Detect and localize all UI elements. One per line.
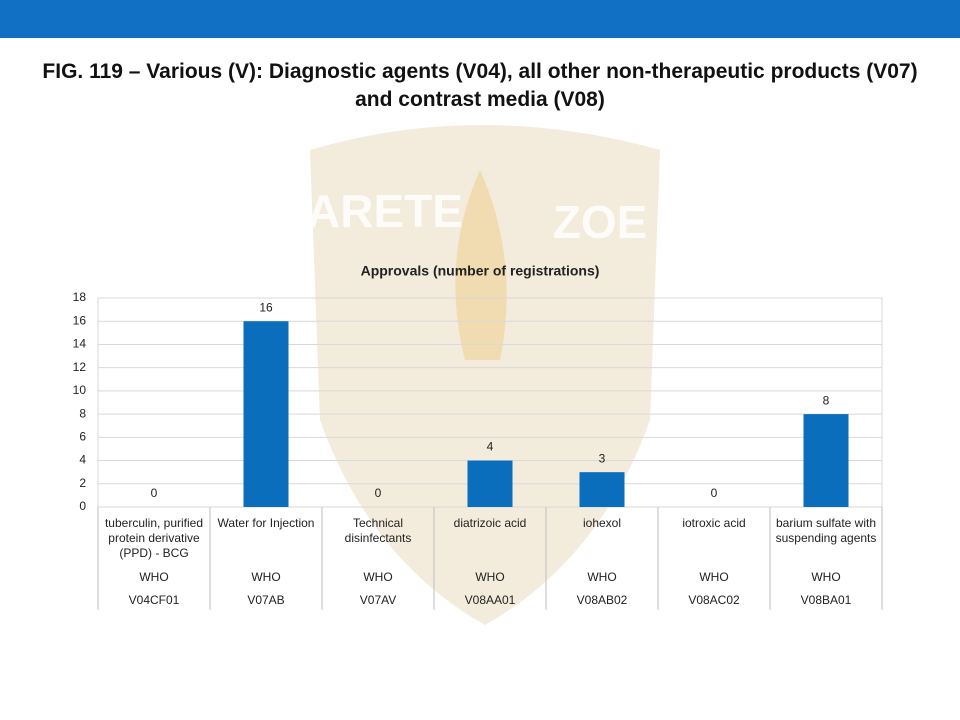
x-group-label: V04CF01 (128, 593, 180, 607)
x-group-label: WHO (475, 570, 505, 584)
y-tick-label: 6 (79, 430, 86, 444)
x-group-label: V08AB02 (576, 593, 628, 607)
bar (467, 460, 513, 507)
value-label: 16 (259, 300, 273, 314)
x-tick-label: iohexol (582, 516, 622, 530)
watermark-flame (455, 170, 507, 360)
x-group-label: WHO (811, 570, 841, 584)
bar (803, 414, 849, 507)
watermark-text: ARETE (307, 185, 463, 237)
value-label: 4 (487, 440, 494, 454)
slide-title: FIG. 119 – Various (V): Diagnostic agent… (42, 60, 918, 111)
x-tick-label: tuberculin, purified protein derivative … (104, 516, 204, 560)
y-tick-label: 16 (73, 313, 87, 327)
x-tick-label: diatrizoic acid (453, 516, 527, 530)
x-group-label: WHO (363, 570, 393, 584)
y-tick-label: 10 (73, 383, 87, 397)
y-tick-label: 0 (79, 499, 86, 513)
x-tick-label: Water for Injection (217, 516, 315, 530)
x-group-label: V08BA01 (800, 593, 852, 607)
y-tick-label: 4 (79, 453, 86, 467)
x-group-label: WHO (699, 570, 729, 584)
x-group-label: V08AA01 (464, 593, 516, 607)
x-group-label: WHO (587, 570, 617, 584)
y-tick-label: 14 (73, 337, 87, 351)
y-tick-label: 18 (73, 290, 87, 304)
y-tick-label: 12 (73, 360, 87, 374)
value-label: 3 (599, 451, 606, 465)
value-label: 0 (151, 486, 158, 500)
x-group-label: V07AV (359, 593, 397, 607)
header-band (0, 0, 960, 38)
y-tick-label: 2 (79, 476, 86, 490)
bar (579, 472, 625, 507)
x-tick-label: Technical disinfectants (344, 516, 412, 545)
watermark-shield (310, 125, 660, 625)
watermark-text: ZOE (553, 196, 648, 248)
y-tick-label: 8 (79, 406, 86, 420)
x-group-label: V08AC02 (688, 593, 740, 607)
x-tick-label: barium sulfate with suspending agents (775, 516, 877, 545)
value-label: 0 (375, 486, 382, 500)
x-group-label: V07AB (247, 593, 285, 607)
x-group-label: WHO (139, 570, 169, 584)
value-label: 0 (711, 486, 718, 500)
chart-title: Approvals (number of registrations) (361, 263, 600, 279)
x-tick-label: iotroxic acid (682, 516, 746, 530)
bar (243, 321, 289, 507)
x-group-label: WHO (251, 570, 281, 584)
value-label: 8 (823, 393, 830, 407)
